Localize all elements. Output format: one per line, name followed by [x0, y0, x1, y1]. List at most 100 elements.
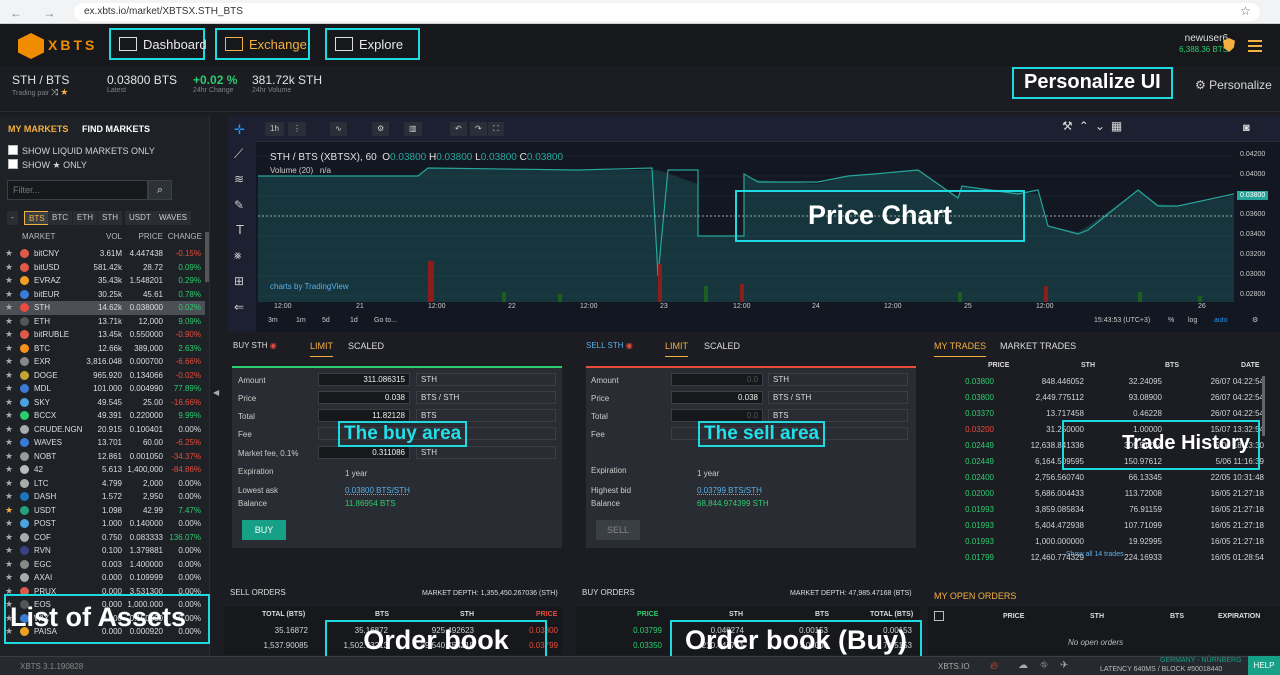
favorite-star-icon[interactable]: ★: [5, 383, 14, 393]
favorite-star-icon[interactable]: ★: [5, 531, 14, 542]
chart-settings-gear-icon[interactable]: ⚙: [1252, 317, 1259, 324]
nav-dashboard-button[interactable]: Dashboard: [109, 28, 207, 60]
lowest-ask-link[interactable]: 0.03800 BTS/STH: [345, 486, 410, 495]
resolution-menu-icon[interactable]: ⋮: [288, 122, 306, 136]
buy-price-input[interactable]: 0.038: [318, 391, 410, 404]
market-row[interactable]: ★ EXR 3,816.048 0.000700 -6.66%: [0, 355, 205, 369]
tab-find-markets[interactable]: FIND MARKETS: [82, 124, 150, 134]
trade-row[interactable]: 0.02000 5,686.004433 113.72008 16/05 21:27:…: [930, 486, 1264, 502]
undo-icon[interactable]: ↶: [450, 122, 467, 136]
buy-amount-input[interactable]: 311.086315: [318, 373, 410, 386]
node-label[interactable]: GERMANY - NÜRNBERG: [1160, 657, 1242, 664]
favorite-star-icon[interactable]: ★: [5, 248, 14, 258]
favorite-star-icon[interactable]: ★: [5, 356, 14, 366]
trade-row[interactable]: 0.02400 2,756.560740 66.13345 22/05 10:31:4…: [930, 470, 1264, 486]
scale-option[interactable]: %: [1168, 317, 1175, 324]
col-change[interactable]: CHANGE: [167, 232, 202, 241]
market-row[interactable]: ★ USDT 1.098 42.99 7.47%: [0, 504, 205, 518]
market-row[interactable]: ★ 42 5.613 1,400,000 -84.86%: [0, 463, 205, 477]
favorite-star-icon[interactable]: ★: [5, 410, 14, 420]
favorite-star-icon[interactable]: ★: [5, 518, 14, 528]
buy-button[interactable]: BUY: [242, 520, 286, 540]
buy-tab-limit[interactable]: LIMIT: [310, 341, 334, 357]
flame-icon[interactable]: 🔥︎: [990, 660, 999, 672]
market-row[interactable]: ★ WIX 0.000 0.150000 0.00%: [0, 612, 205, 626]
market-row[interactable]: ★ POST 1.000 0.140000 0.00%: [0, 517, 205, 531]
market-row[interactable]: ★ CRUDE.NGN 20.915 0.100401 0.00%: [0, 423, 205, 437]
favorite-star-icon[interactable]: ★: [5, 585, 14, 596]
favorite-star-icon[interactable]: ★: [5, 261, 14, 272]
fib-icon[interactable]: ≋: [234, 172, 245, 186]
price-axis[interactable]: 0.04200 0.04000 0.03800 0.03600 0.03400 0.032…: [1234, 146, 1280, 302]
range-button[interactable]: 1d: [350, 317, 358, 324]
range-button[interactable]: 1m: [296, 317, 306, 324]
trade-row[interactable]: 0.02449 12,638.841336 309.51764 5/06 18:13:…: [930, 438, 1264, 454]
market-row[interactable]: ★ STH 14.62k 0.038000 0.02%: [0, 301, 205, 315]
sell-order-row[interactable]: 1,537.90085 1,502.73213 39,540.754218 0.037…: [224, 639, 559, 653]
buy-tab-scaled[interactable]: SCALED: [348, 341, 385, 351]
text-tool-icon[interactable]: T: [236, 222, 244, 237]
favorite-star-icon[interactable]: ★: [5, 329, 14, 339]
sell-button[interactable]: SELL: [596, 520, 640, 540]
buy-order-row[interactable]: 0.03799 0.040274 0.00153 0.00153: [580, 624, 916, 638]
trade-row[interactable]: 0.01799 12,460.774329 224.16933 16/05 01:28…: [930, 550, 1264, 566]
markets-scrollbar[interactable]: [205, 232, 209, 282]
nav-explore-button[interactable]: Explore: [325, 28, 420, 60]
back-arrow-icon[interactable]: ⇐: [234, 300, 245, 314]
hamburger-menu-icon[interactable]: [1248, 40, 1262, 52]
fullscreen-icon[interactable]: ⛶: [488, 122, 504, 136]
market-row[interactable]: ★ SKY 49.545 25.00 -16.66%: [0, 396, 205, 410]
lock-shield-icon[interactable]: [1223, 38, 1235, 52]
favorite-star-icon[interactable]: ★: [5, 437, 14, 447]
chart-type-icon[interactable]: ∿: [330, 122, 347, 136]
sell-tab-limit[interactable]: LIMIT: [665, 341, 689, 357]
favorite-star-icon[interactable]: ★: [5, 491, 14, 501]
market-row[interactable]: ★ bitRUBLE 13.45k 0.550000 -0.90%: [0, 328, 205, 342]
bookmark-star-icon[interactable]: ☆: [1240, 4, 1251, 18]
col-vol[interactable]: VOL: [105, 232, 122, 241]
market-row[interactable]: ★ LTC 4.799 2,000 0.00%: [0, 477, 205, 491]
range-button[interactable]: Go to...: [374, 317, 397, 324]
market-row[interactable]: ★ DOGE 965.920 0.134066 -0.02%: [0, 369, 205, 383]
collapse-arrow-icon[interactable]: ◀: [213, 388, 220, 397]
trend-line-icon[interactable]: ⟋: [234, 146, 244, 161]
market-row[interactable]: ★ BCCX 49.391 0.220000 9.99%: [0, 409, 205, 423]
search-icon[interactable]: ⌕: [148, 180, 172, 200]
favorite-star-icon[interactable]: ★: [5, 275, 14, 285]
coin-tab-bts[interactable]: BTS: [24, 211, 50, 225]
market-row[interactable]: ★ BTC 12.66k 389,000 2.63%: [0, 342, 205, 356]
favorite-star-icon[interactable]: ★: [5, 558, 14, 569]
market-row[interactable]: ★ EVRAZ 35.43k 1.548201 0.29%: [0, 274, 205, 288]
highest-bid-link[interactable]: 0.03799 BTS/STH: [697, 486, 762, 495]
sell-balance-value[interactable]: 68,844.974399 STH: [697, 499, 769, 508]
scale-option[interactable]: auto: [1214, 317, 1228, 324]
camera-icon[interactable]: ◙: [1243, 122, 1250, 134]
resolution-button[interactable]: 1h: [265, 122, 284, 136]
sell-order-row[interactable]: 35.16872 35.16872 925.492623 0.03800: [224, 624, 558, 638]
redo-icon[interactable]: ↷: [470, 122, 487, 136]
nav-exchange-button[interactable]: Exchange: [215, 28, 310, 60]
chart-tools-icons[interactable]: ⚒⌃⌄▦: [1062, 119, 1129, 133]
favorite-star-icon[interactable]: ★: [5, 572, 14, 582]
market-row[interactable]: ★ RVN 0.100 1.379881 0.00%: [0, 544, 205, 558]
scale-option[interactable]: log: [1188, 317, 1198, 324]
coin-tab-btc[interactable]: BTC: [48, 211, 72, 225]
measure-icon[interactable]: ⊞: [234, 274, 245, 288]
sell-price-input[interactable]: 0.038: [671, 391, 763, 404]
site-label[interactable]: XBTS.IO: [938, 662, 970, 671]
tab-my-trades[interactable]: MY TRADES: [934, 341, 987, 357]
favorite-star-icon[interactable]: ★: [5, 423, 14, 434]
telegram-icon[interactable]: ✈: [1060, 660, 1069, 671]
market-row[interactable]: ★ bitEUR 30.25k 45.61 0.78%: [0, 288, 205, 302]
market-row[interactable]: ★ MDL 101.000 0.004990 77.89%: [0, 382, 205, 396]
sell-tab-scaled[interactable]: SCALED: [704, 341, 741, 351]
market-row[interactable]: ★ COF 0.750 0.083333 136.07%: [0, 531, 205, 545]
buy-expiration-select[interactable]: 1 year: [345, 469, 368, 478]
favorite-star-icon[interactable]: ★: [5, 612, 14, 623]
market-row[interactable]: ★ DASH 1.572 2,950 0.00%: [0, 490, 205, 504]
range-button[interactable]: 3m: [268, 317, 278, 324]
coin-tab-usdt[interactable]: USDT: [125, 211, 155, 225]
sell-fee-select[interactable]: [671, 427, 908, 440]
favorite-star-icon[interactable]: ★: [5, 315, 14, 326]
network-icon[interactable]: ⛗: [1040, 660, 1048, 671]
